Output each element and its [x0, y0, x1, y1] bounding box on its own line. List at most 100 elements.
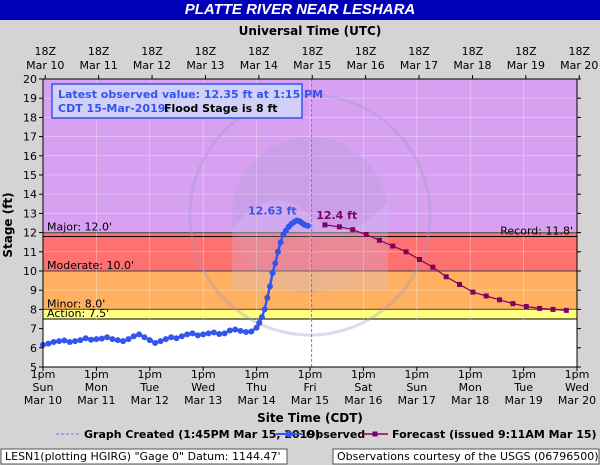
- top-tick-label-hour: 18Z: [408, 45, 430, 58]
- bottom-tick-label-date: Mar 12: [131, 394, 169, 407]
- bottom-tick-label-day: Fri: [303, 381, 316, 394]
- observed-point: [168, 334, 175, 341]
- top-tick-label-date: Mar 14: [240, 59, 278, 72]
- observed-point: [61, 337, 68, 344]
- bottom-tick-label-day: Sat: [354, 381, 373, 394]
- observed-point: [56, 338, 63, 345]
- bottom-tick-label-day: Wed: [565, 381, 589, 394]
- top-tick-label-date: Mar 19: [507, 59, 545, 72]
- observed-point: [157, 338, 164, 345]
- observed-point: [205, 330, 212, 337]
- peak-annotation: 12.63 ft: [248, 205, 297, 218]
- top-tick-label-hour: 18Z: [88, 45, 110, 58]
- bottom-tick-label-hour: 1pm: [84, 368, 109, 381]
- legend: Graph Created (1:45PM Mar 15, 2019) Obse…: [56, 428, 597, 441]
- forecast-point: [470, 289, 476, 295]
- observed-point: [88, 336, 95, 343]
- observed-point: [261, 306, 268, 313]
- observed-point: [45, 340, 52, 347]
- observed-point: [77, 337, 84, 344]
- forecast-point: [497, 297, 503, 303]
- legend-graph-created: Graph Created (1:45PM Mar 15, 2019): [84, 428, 320, 441]
- bottom-tick-label-hour: 1pm: [298, 368, 323, 381]
- observed-point: [173, 335, 180, 342]
- band-label-action: Action: 7.5': [47, 307, 109, 320]
- top-tick-label-hour: 18Z: [301, 45, 323, 58]
- band-label-minor: Minor: 8.0': [47, 297, 105, 310]
- latest-observed-date: CDT 15-Mar-2019.: [58, 102, 170, 115]
- observed-point: [272, 260, 279, 267]
- band-label-major: Major: 12.0': [47, 221, 112, 234]
- bottom-tick-label-day: Mon: [459, 381, 482, 394]
- footer: LESN1(plotting HGIRG) "Gage 0" Datum: 11…: [0, 448, 600, 465]
- y-tick-label: 6: [30, 342, 37, 355]
- observed-point: [50, 339, 57, 346]
- y-tick-label: 7: [30, 323, 37, 336]
- y-tick-label: 13: [23, 207, 37, 220]
- bottom-tick-label-date: Mar 18: [451, 394, 489, 407]
- observed-point: [256, 319, 263, 326]
- bottom-tick-label-date: Mar 14: [237, 394, 275, 407]
- annotations: 12.63 ft 12.4 ft: [248, 205, 357, 222]
- forecast-point: [457, 281, 463, 287]
- bottom-tick-label-date: Mar 10: [24, 394, 62, 407]
- y-tick-label: 19: [23, 92, 37, 105]
- observed-point: [221, 330, 228, 337]
- observed-point: [189, 330, 196, 337]
- top-tick-label-hour: 18Z: [462, 45, 484, 58]
- observed-point: [66, 339, 73, 346]
- bottom-tick-label-date: Mar 15: [291, 394, 329, 407]
- forecast-point: [443, 274, 449, 280]
- legend-observed: Observed: [306, 428, 365, 441]
- forecast-point: [563, 307, 569, 313]
- flood-stage-text: Flood Stage is 8 ft: [164, 102, 278, 115]
- y-tick-label: 14: [23, 188, 37, 201]
- forecast-point: [336, 224, 342, 230]
- forecast-point: [403, 249, 409, 255]
- top-tick-label-date: Mar 18: [453, 59, 491, 72]
- forecast-point: [510, 301, 516, 307]
- forecast-point: [550, 306, 556, 312]
- latest-observed-text: Latest observed value: 12.35 ft at 1:15 …: [58, 88, 323, 101]
- bottom-tick-label-day: Wed: [191, 381, 215, 394]
- observed-point: [237, 327, 244, 334]
- observed-point: [93, 336, 100, 343]
- y-tick-label: 12: [23, 227, 37, 240]
- observed-point: [258, 314, 265, 321]
- top-tick-label-hour: 18Z: [195, 45, 217, 58]
- observed-point: [242, 329, 249, 336]
- bottom-tick-label-hour: 1pm: [511, 368, 536, 381]
- bottom-tick-label-date: Mar 11: [77, 394, 115, 407]
- observed-point: [253, 324, 260, 331]
- observed-point: [184, 331, 191, 338]
- bottom-tick-label-hour: 1pm: [565, 368, 590, 381]
- observed-point: [162, 336, 169, 343]
- footer-credit: Observations courtesy of the USGS (06796…: [337, 450, 599, 463]
- bottom-tick-label-date: Mar 19: [504, 394, 542, 407]
- peak-annotation: 12.4 ft: [316, 209, 357, 222]
- legend-observed-marker: [285, 430, 293, 438]
- observed-point: [216, 330, 223, 337]
- forecast-point: [322, 222, 328, 228]
- legend-forecast-marker: [372, 431, 378, 437]
- flood-band-labels: Major: 12.0' Moderate: 10.0' Minor: 8.0'Ac…: [47, 221, 573, 320]
- top-tick-label-date: Mar 15: [293, 59, 331, 72]
- chart-title: PLATTE RIVER NEAR LESHARA: [0, 0, 600, 20]
- observed-point: [210, 329, 217, 336]
- top-axis-title: Universal Time (UTC): [239, 24, 382, 38]
- noaa-watermark: [188, 93, 432, 337]
- data-series: [40, 79, 569, 367]
- y-tick-label: 15: [23, 169, 37, 182]
- top-tick-label-date: Mar 12: [133, 59, 171, 72]
- observed-point: [269, 269, 276, 276]
- observed-point: [200, 331, 207, 338]
- bottom-tick-label-date: Mar 13: [184, 394, 222, 407]
- observed-point: [109, 336, 116, 343]
- y-tick-label: 10: [23, 265, 37, 278]
- observed-point: [248, 328, 255, 335]
- bottom-tick-label-day: Sun: [406, 381, 427, 394]
- bottom-axis-title: Site Time (CDT): [257, 411, 363, 425]
- observed-point: [178, 333, 185, 340]
